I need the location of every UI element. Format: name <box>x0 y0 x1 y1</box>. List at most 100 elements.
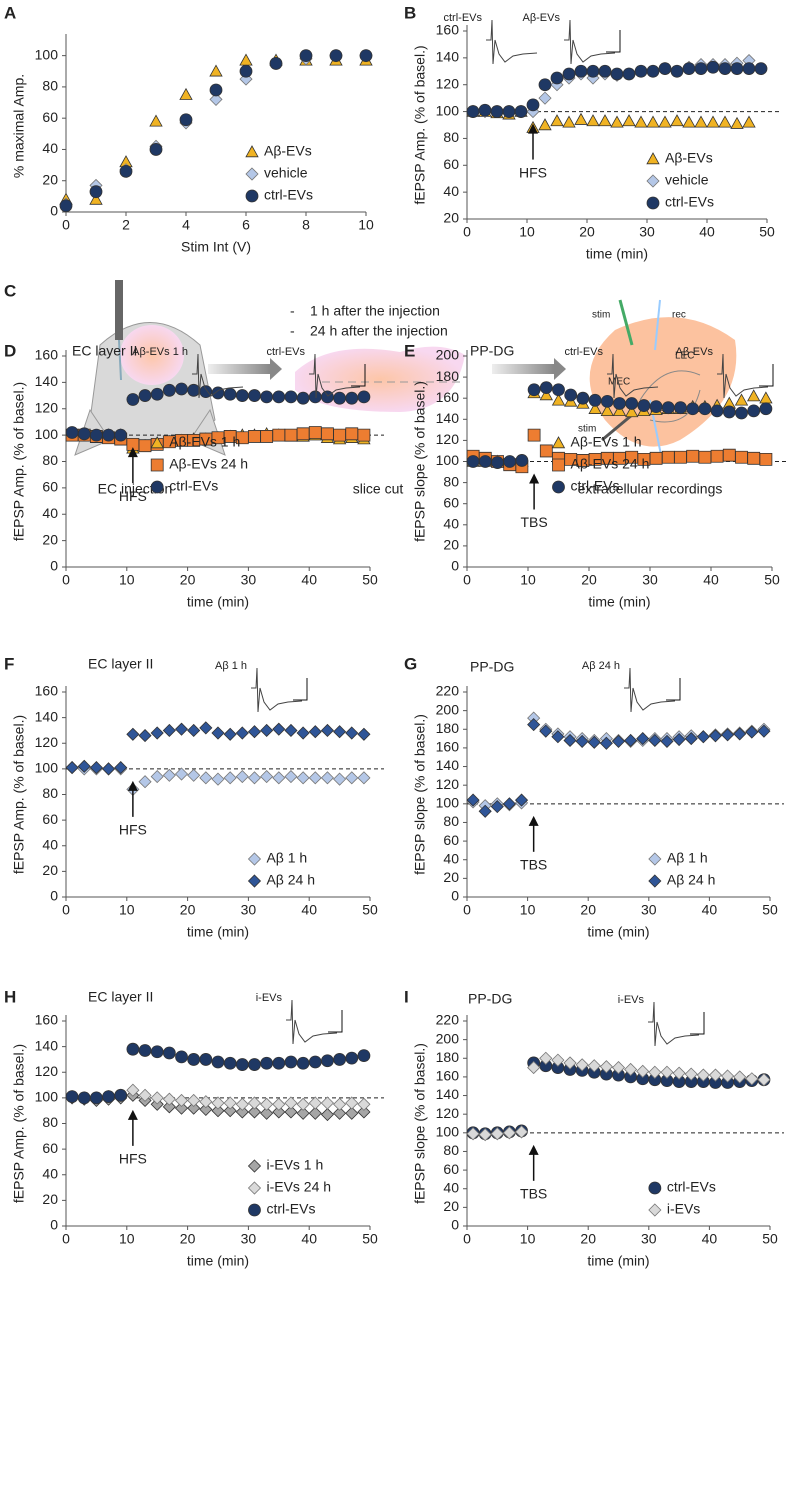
y-tick-label: 40 <box>443 183 459 199</box>
marker <box>175 1050 188 1064</box>
y-tick-label: 140 <box>35 708 59 724</box>
marker <box>538 78 552 92</box>
marker <box>550 71 564 85</box>
arrow <box>208 364 270 374</box>
x-tick-label: 40 <box>699 224 715 240</box>
x-axis-title: time (min) <box>586 246 648 262</box>
marker <box>670 64 684 78</box>
y-tick-label: 160 <box>35 683 59 699</box>
marker <box>551 436 566 449</box>
marker <box>539 381 553 395</box>
y-tick-label: 160 <box>35 347 59 363</box>
marker <box>599 736 613 750</box>
y-tick-label: 140 <box>35 373 59 389</box>
y-axis-title: fEPSP slope (% of basel.) <box>412 714 428 875</box>
panel-label: C <box>4 281 16 300</box>
y-tick-label: 120 <box>35 734 59 750</box>
x-tick-label: 50 <box>362 902 378 918</box>
marker <box>89 185 103 199</box>
marker <box>199 432 213 446</box>
legend-label: Aβ-EVs <box>264 143 312 159</box>
x-axis-title: time (min) <box>588 594 650 610</box>
marker <box>674 401 687 415</box>
y-tick-label: 80 <box>42 78 58 94</box>
marker <box>600 394 614 408</box>
legend-label: vehicle <box>264 165 308 181</box>
marker <box>150 769 164 784</box>
marker <box>757 1073 771 1087</box>
marker <box>321 427 334 441</box>
scale-bar <box>690 1012 705 1035</box>
marker <box>272 1105 286 1119</box>
step-label: slice cut <box>353 481 404 497</box>
marker <box>502 105 516 118</box>
y-tick-label: 200 <box>436 347 460 363</box>
x-tick-label: 50 <box>764 572 780 588</box>
x-tick-label: 30 <box>641 1231 657 1247</box>
marker <box>551 393 566 406</box>
marker <box>733 1070 747 1084</box>
marker <box>636 1064 650 1078</box>
marker <box>682 115 696 128</box>
marker <box>649 451 663 465</box>
x-tick-label: 10 <box>520 572 536 588</box>
legend-label: Aβ-EVs 24 h <box>571 456 650 472</box>
panel-label: D <box>4 341 16 360</box>
marker <box>526 98 540 112</box>
x-tick-label: 40 <box>702 1231 718 1247</box>
electrode <box>654 299 661 351</box>
marker <box>175 382 188 396</box>
needle <box>118 339 122 381</box>
marker <box>563 1056 577 1070</box>
marker <box>539 724 553 738</box>
y-tick-label: 180 <box>436 1049 460 1065</box>
y-tick-label: 200 <box>436 701 460 717</box>
x-axis-title: time (min) <box>187 924 249 940</box>
legend-label: Aβ-EVs 1 h <box>169 434 240 450</box>
annotation-text: TBS <box>520 857 547 873</box>
y-tick-label: 60 <box>443 1161 459 1177</box>
marker <box>308 390 322 404</box>
y-tick-label: 140 <box>436 757 460 773</box>
marker <box>613 397 626 410</box>
marker <box>223 1104 237 1118</box>
inset-trace <box>624 667 676 713</box>
y-tick-label: 0 <box>451 888 459 904</box>
marker <box>211 1055 225 1069</box>
panel-title: EC layer II <box>88 989 153 1005</box>
marker <box>248 389 261 402</box>
panel-label: F <box>4 654 14 673</box>
marker <box>698 402 712 416</box>
marker <box>345 391 359 405</box>
x-tick-label: 20 <box>579 224 595 240</box>
marker <box>260 430 274 443</box>
marker <box>114 1088 128 1102</box>
inset-trace <box>648 1001 700 1047</box>
y-axis-title: fEPSP Amp. (% of basel.) <box>412 45 428 204</box>
y-axis-title: fEPSP Amp. (% of basel.) <box>11 1044 27 1203</box>
y-tick-label: 140 <box>436 410 460 426</box>
x-axis-title: Stim Int (V) <box>181 239 251 255</box>
marker <box>576 454 590 467</box>
marker <box>637 452 651 466</box>
marker <box>745 1072 759 1086</box>
marker <box>527 428 541 442</box>
y-axis-title: fEPSP slope (% of basel.) <box>412 1043 428 1204</box>
marker <box>660 1065 674 1079</box>
marker <box>245 189 259 203</box>
marker <box>710 449 724 463</box>
y-tick-label: 80 <box>443 473 459 489</box>
marker <box>138 389 152 402</box>
marker <box>466 455 480 468</box>
x-tick-label: 0 <box>463 1231 471 1247</box>
marker <box>661 450 675 464</box>
legend-label: ctrl-EVs <box>571 478 620 494</box>
y-tick-label: 220 <box>436 683 460 699</box>
marker <box>126 727 140 741</box>
marker <box>722 448 736 462</box>
marker <box>478 1128 492 1142</box>
marker <box>730 116 744 129</box>
x-tick-label: 30 <box>241 1231 257 1247</box>
marker <box>272 771 286 785</box>
y-tick-label: 20 <box>42 171 58 187</box>
